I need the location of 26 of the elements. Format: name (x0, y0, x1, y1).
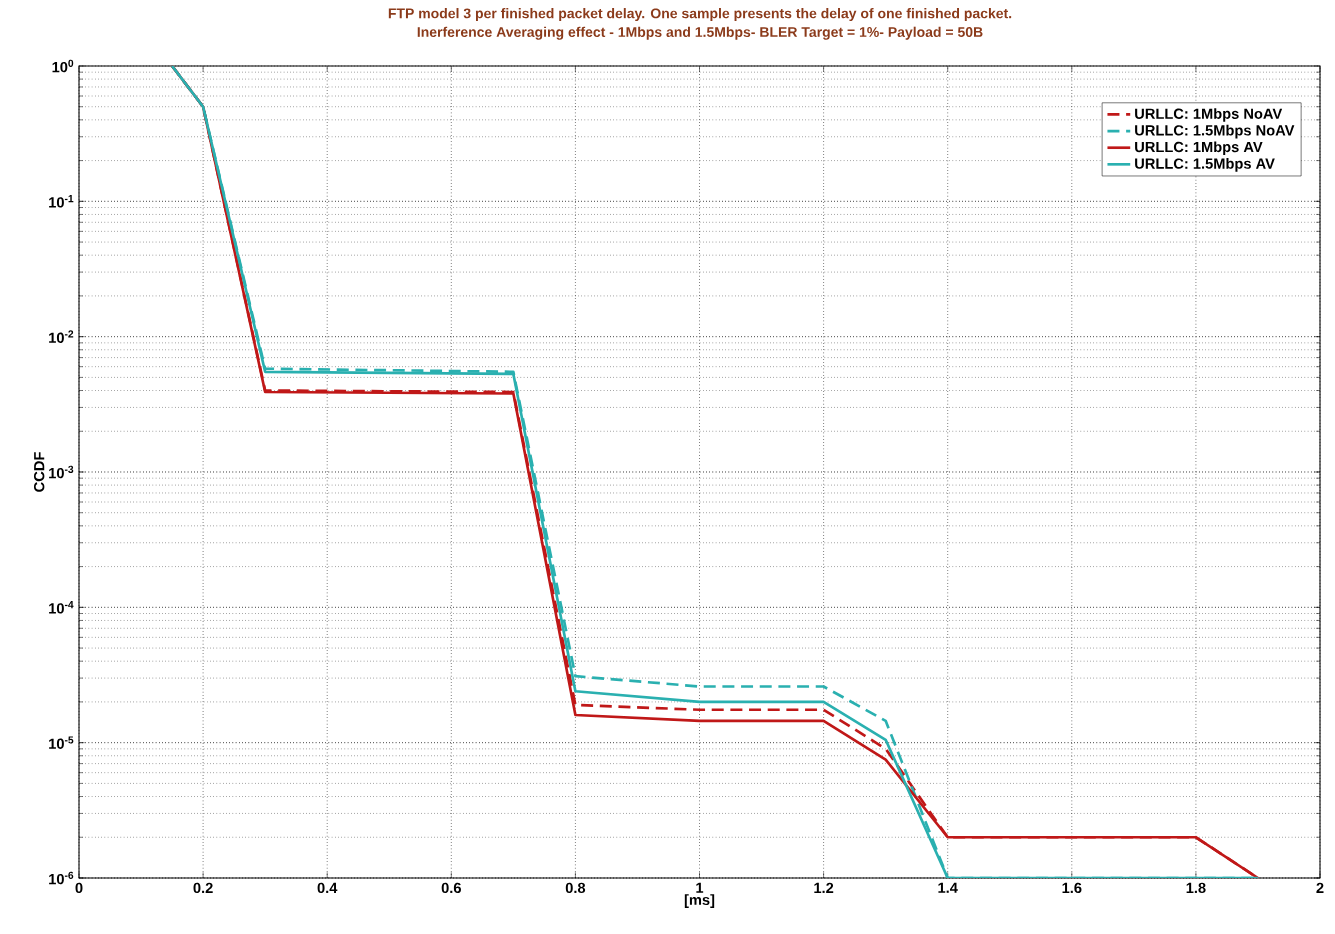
x-tick-label: 1.8 (1186, 882, 1206, 894)
x-tick-label: 0.4 (317, 882, 338, 894)
chart-subtitle: Inerference Averaging effect - 1Mbps and 1.5Mbps- BLER Target = 1%- Payload = 50B (417, 26, 983, 40)
x-tick-label: 0.2 (193, 882, 213, 894)
x-tick-label: 2 (1316, 882, 1324, 893)
legend-label: URLLC: 1.5Mbps AV (1135, 158, 1275, 172)
chart-title: FTP model 3 per finished packet delay. One sample presents the delay of one finished packet. (388, 8, 1012, 22)
x-tick-label: 1.4 (938, 882, 958, 893)
y-tick-label: 10$^{-3}$ (49, 465, 74, 479)
x-axis-title: [ms] (684, 894, 715, 908)
x-tick-label: 1.2 (814, 882, 834, 893)
y-axis-title: CCDF (34, 452, 45, 492)
y-tick-label: 10$^{-2}$ (49, 330, 74, 343)
legend-label: URLLC: 1.5Mbps NoAV (1135, 124, 1295, 139)
y-tick-label: 10$^{-1}$ (49, 195, 74, 208)
x-tick-label: 0 (75, 882, 83, 894)
x-tick-label: 1.6 (1062, 882, 1082, 894)
legend-label: URLLC: 1Mbps AV (1135, 141, 1263, 156)
legend-label: URLLC: 1Mbps NoAV (1135, 108, 1283, 122)
y-tick-label: 10$^{0}$ (52, 59, 74, 73)
x-tick-label: 0.8 (565, 882, 586, 894)
y-tick-label: 10$^{-6}$ (49, 871, 74, 885)
x-tick-label: 0.6 (441, 882, 461, 894)
y-tick-label: 10$^{-4}$ (49, 601, 74, 614)
y-tick-label: 10$^{-5}$ (49, 736, 74, 749)
x-tick-label: 1 (696, 882, 704, 893)
